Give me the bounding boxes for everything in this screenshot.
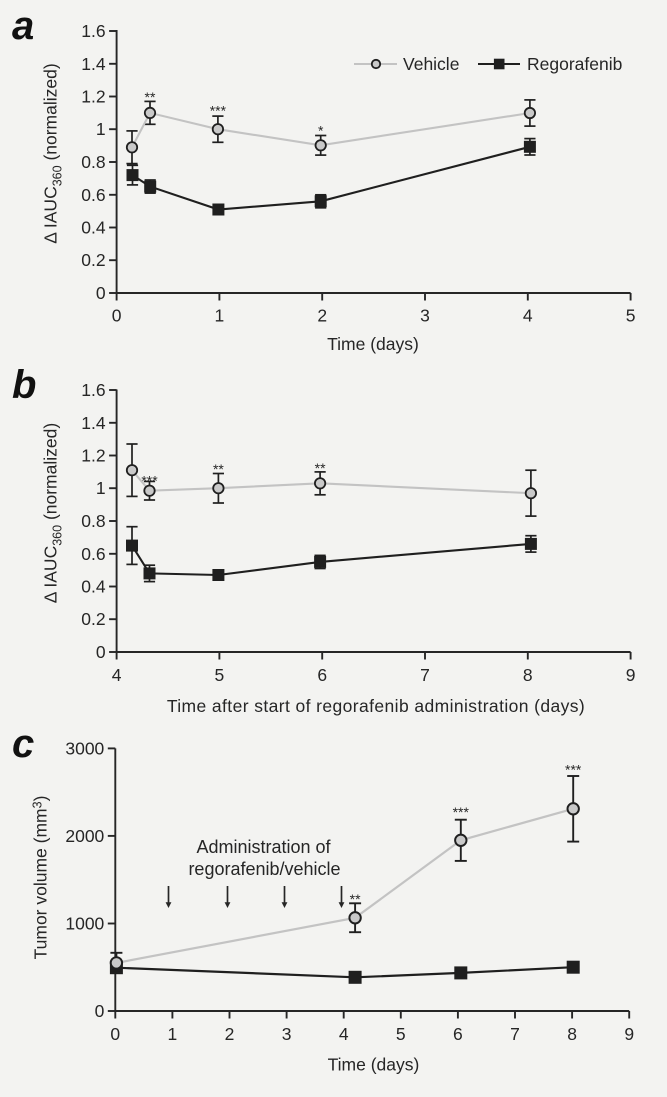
svg-text:1000: 1000 [65,914,104,934]
svg-text:Δ IAUC360 (normalized): Δ IAUC360 (normalized) [41,423,65,603]
svg-text:1.6: 1.6 [81,21,105,41]
svg-text:**: ** [350,891,361,907]
svg-text:1: 1 [215,306,225,326]
svg-text:0: 0 [96,642,106,662]
svg-text:1.6: 1.6 [81,380,105,400]
svg-text:1: 1 [96,119,106,139]
svg-text:5: 5 [396,1024,406,1044]
svg-text:2: 2 [317,306,327,326]
svg-text:2000: 2000 [65,826,104,846]
svg-text:***: *** [453,804,470,820]
svg-text:**: ** [213,461,224,477]
svg-text:Time (days): Time (days) [328,1055,420,1075]
svg-text:0.8: 0.8 [81,511,105,531]
svg-text:4: 4 [523,306,533,326]
svg-text:Δ IAUC360 (normalized): Δ IAUC360 (normalized) [41,63,65,243]
svg-text:9: 9 [624,1024,634,1044]
svg-text:7: 7 [510,1024,520,1044]
svg-text:1.2: 1.2 [81,446,105,466]
svg-text:4: 4 [339,1024,349,1044]
svg-text:0: 0 [112,306,122,326]
svg-text:Tumor volume (mm3): Tumor volume (mm3) [31,796,51,960]
svg-text:3: 3 [420,306,430,326]
svg-text:6: 6 [317,665,327,685]
svg-text:*: * [318,123,324,139]
svg-text:0: 0 [96,283,106,303]
svg-text:0.4: 0.4 [81,577,106,597]
svg-text:***: *** [565,762,582,778]
svg-text:**: ** [315,460,326,476]
svg-text:8: 8 [523,665,533,685]
svg-text:9: 9 [626,665,636,685]
svg-text:Time after start of regorafeni: Time after start of regorafenib administ… [167,696,585,716]
svg-text:2: 2 [225,1024,235,1044]
svg-text:0.2: 0.2 [81,250,105,270]
svg-text:b: b [12,363,36,407]
svg-text:1: 1 [96,478,106,498]
svg-text:1.4: 1.4 [81,413,106,433]
svg-text:4: 4 [112,665,122,685]
svg-text:Time (days): Time (days) [327,334,419,354]
svg-text:0.4: 0.4 [81,218,106,238]
svg-text:8: 8 [567,1024,577,1044]
svg-text:***: *** [210,103,227,119]
svg-text:5: 5 [626,306,636,326]
svg-text:6: 6 [453,1024,463,1044]
svg-text:0: 0 [95,1001,105,1021]
svg-text:0.6: 0.6 [81,544,105,564]
svg-text:1.4: 1.4 [81,54,106,74]
svg-text:***: *** [141,473,158,489]
svg-text:0.2: 0.2 [81,609,105,629]
svg-text:0.6: 0.6 [81,185,105,205]
svg-text:c: c [12,722,34,766]
svg-text:Regorafenib: Regorafenib [527,54,622,74]
svg-text:1: 1 [168,1024,178,1044]
svg-text:**: ** [145,89,156,105]
svg-text:7: 7 [420,665,430,685]
svg-text:Vehicle: Vehicle [403,54,459,74]
svg-text:0.8: 0.8 [81,152,105,172]
svg-text:regorafenib/vehicle: regorafenib/vehicle [188,859,340,879]
svg-text:3: 3 [282,1024,292,1044]
svg-text:5: 5 [215,665,225,685]
svg-text:a: a [12,4,34,48]
svg-text:1.2: 1.2 [81,87,105,107]
svg-text:3000: 3000 [65,738,104,758]
svg-text:Administration of: Administration of [196,837,331,857]
svg-text:0: 0 [110,1024,120,1044]
